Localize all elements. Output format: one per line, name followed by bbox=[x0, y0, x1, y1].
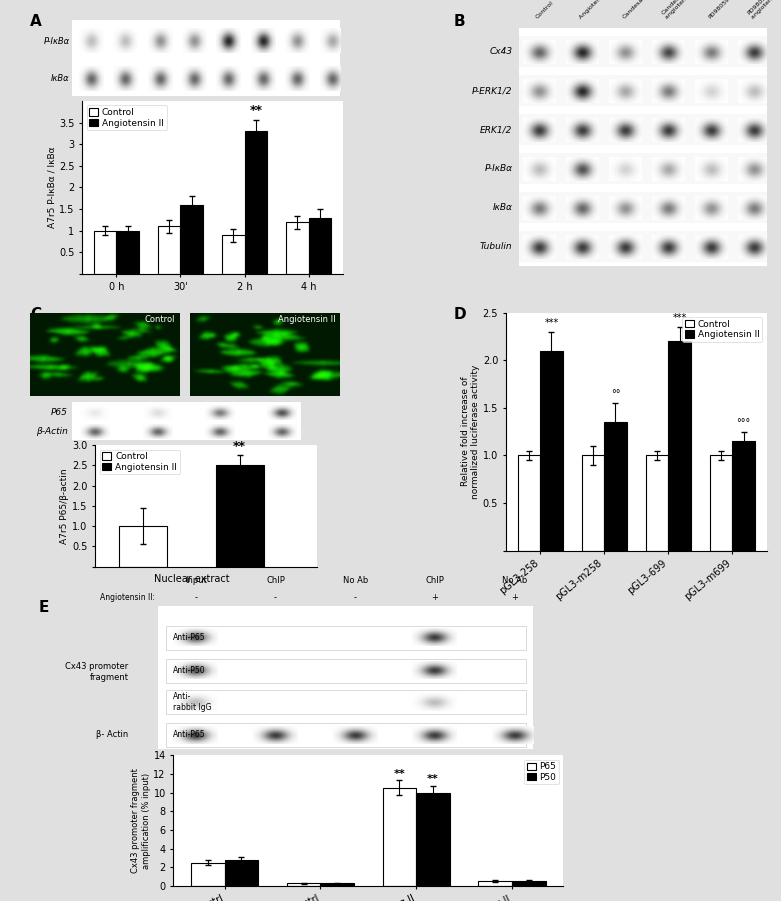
Text: ERK1/2: ERK1/2 bbox=[480, 125, 512, 134]
Text: Control: Control bbox=[535, 0, 555, 20]
Text: IκBα: IκBα bbox=[493, 204, 512, 213]
Text: P-IκBα: P-IκBα bbox=[484, 164, 512, 173]
Text: B: B bbox=[454, 14, 465, 30]
Text: PD98059: PD98059 bbox=[708, 0, 731, 20]
Text: A: A bbox=[30, 14, 41, 30]
Text: C: C bbox=[30, 307, 41, 323]
Text: Cx43 promoter
fragment: Cx43 promoter fragment bbox=[65, 662, 128, 681]
Text: Candesartan+
angiotensin II: Candesartan+ angiotensin II bbox=[661, 0, 701, 20]
Text: Tubulin: Tubulin bbox=[480, 242, 512, 251]
Text: β- Actin: β- Actin bbox=[96, 731, 128, 740]
Text: Candesartan: Candesartan bbox=[622, 0, 654, 20]
Text: PD98059+
angiotensin II: PD98059+ angiotensin II bbox=[747, 0, 781, 20]
Text: Cx43: Cx43 bbox=[489, 47, 512, 56]
Text: P-ERK1/2: P-ERK1/2 bbox=[472, 86, 512, 96]
Text: E: E bbox=[38, 600, 48, 615]
Text: Angiotensin II: Angiotensin II bbox=[578, 0, 612, 20]
Text: D: D bbox=[454, 307, 466, 323]
